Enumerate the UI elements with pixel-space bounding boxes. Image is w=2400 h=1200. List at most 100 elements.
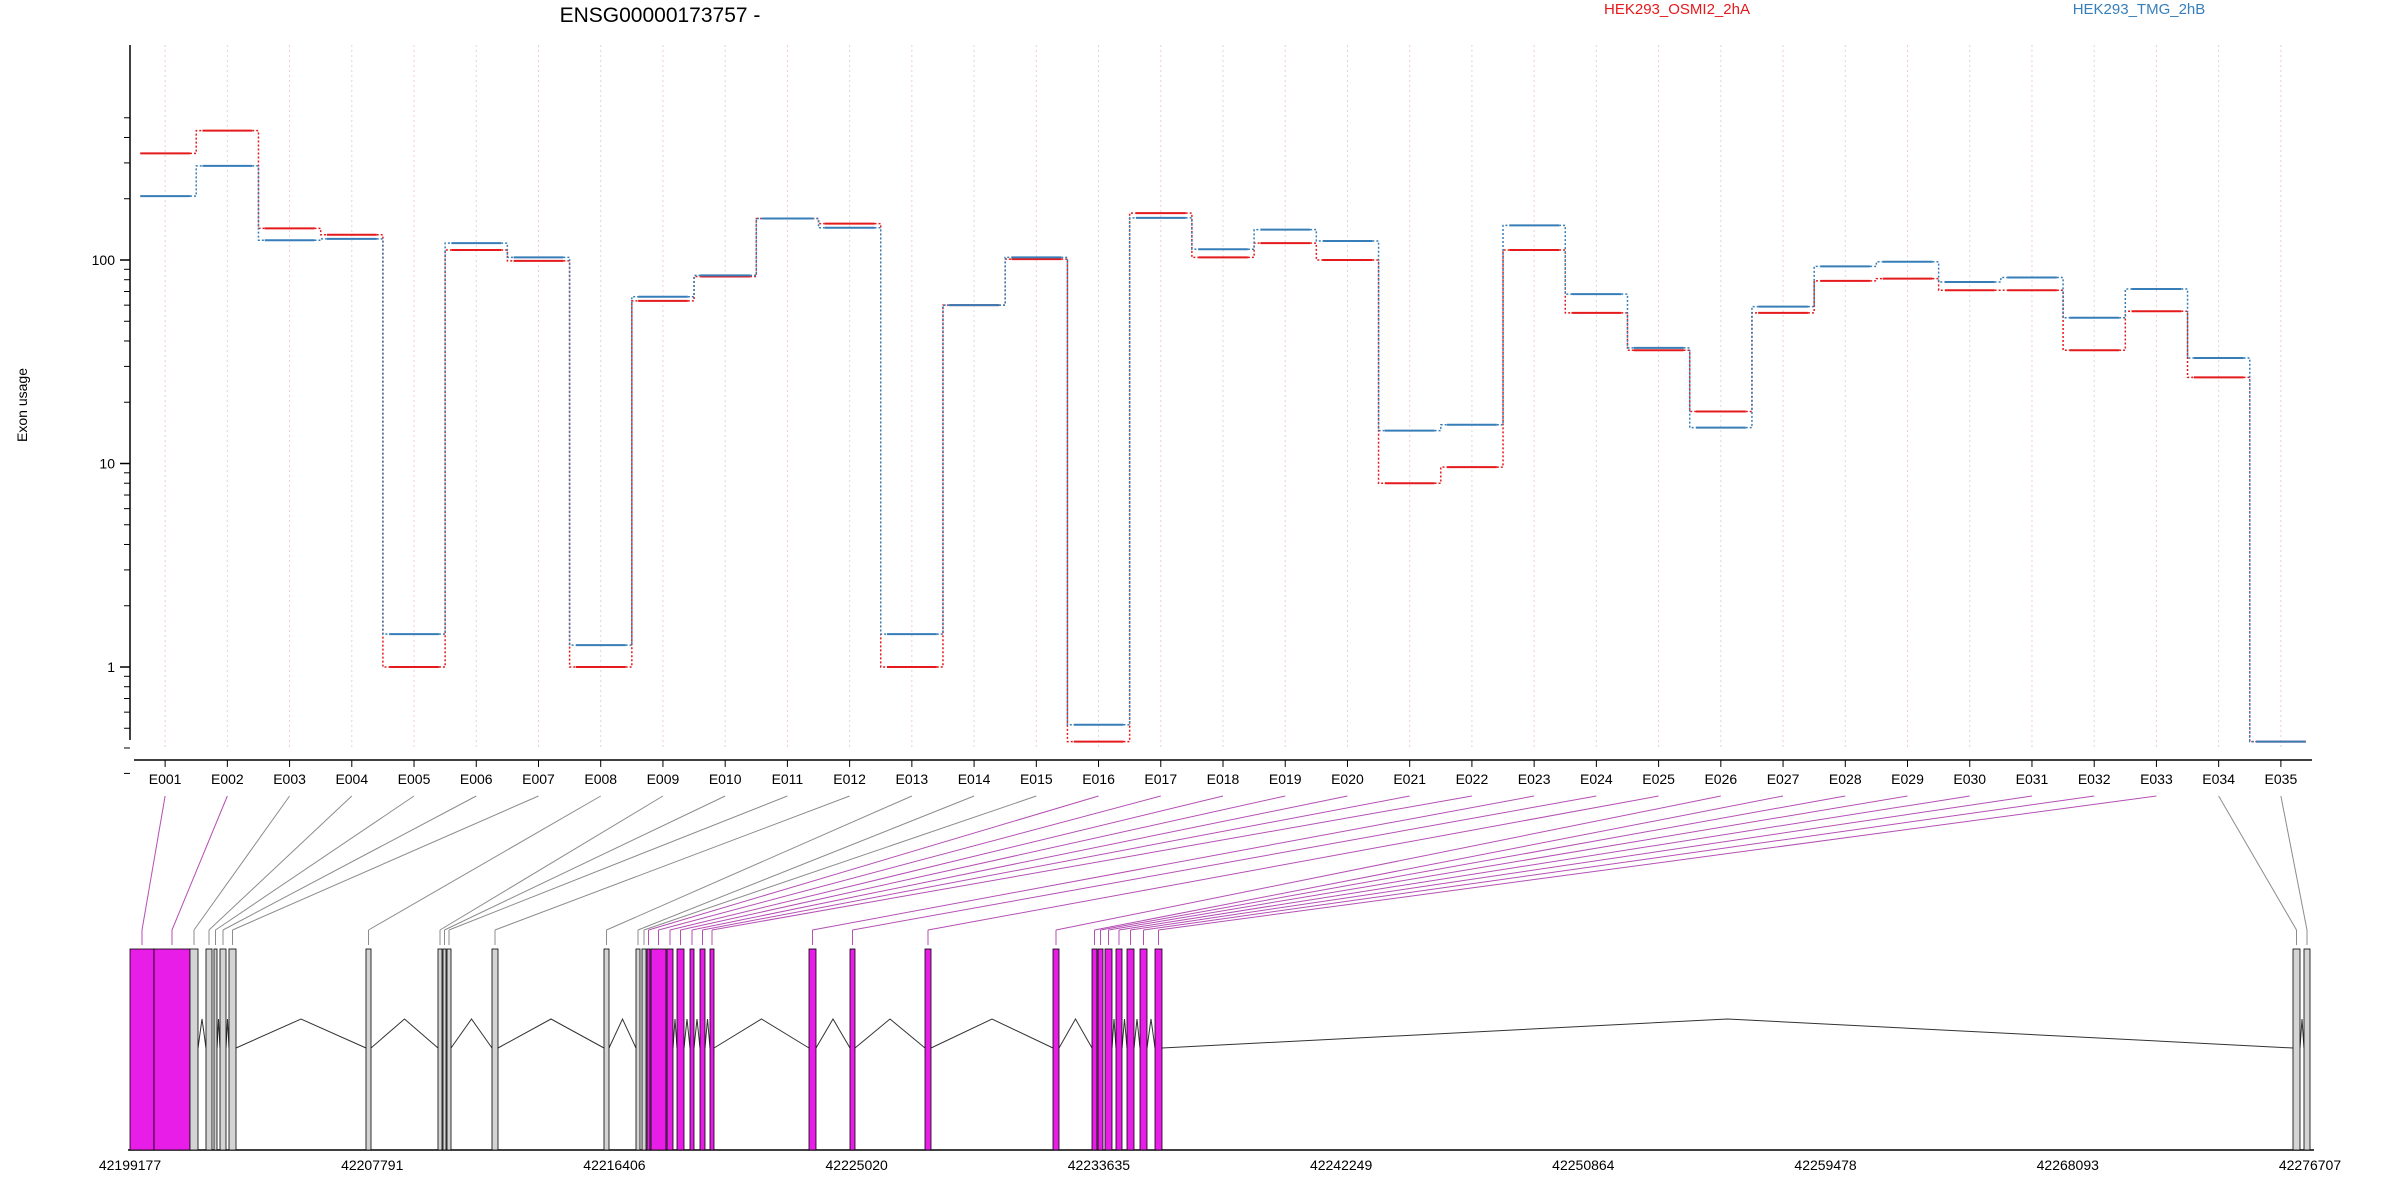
connector-segment <box>376 234 390 668</box>
genomic-coordinate-label: 42207791 <box>341 1157 404 1173</box>
connector-segment <box>1932 277 1945 292</box>
exon-box-E017 <box>650 948 667 1151</box>
connector-segment <box>1807 265 1821 308</box>
intron-line <box>608 1017 637 1049</box>
connector-segment <box>1372 240 1385 432</box>
exon-label-E030: E030 <box>1953 771 1986 787</box>
connector-segment <box>1310 228 1323 242</box>
exon-box-E032 <box>1139 948 1148 1151</box>
connector-segment <box>563 256 576 646</box>
exon-box-E010 <box>442 948 447 1151</box>
exon-box-E023 <box>808 948 817 1151</box>
intron-line <box>693 1018 701 1049</box>
exon-box-E004 <box>205 948 213 1151</box>
genomic-coordinate-label: 42225020 <box>826 1157 889 1173</box>
exon-box-E034 <box>2292 948 2301 1151</box>
exon-box-E006 <box>219 948 227 1151</box>
connector-segment <box>1185 212 1199 259</box>
intron-line <box>704 1018 711 1049</box>
intron-line <box>713 1018 810 1049</box>
connector-segment <box>2119 288 2132 319</box>
connector-segment <box>2056 276 2070 319</box>
exon-label-E016: E016 <box>1082 771 1115 787</box>
y-axis: 1 10 100 <box>92 45 131 774</box>
intron-line <box>1058 1017 1093 1049</box>
exon-connector <box>368 795 601 931</box>
exon-box-E005 <box>213 948 218 1151</box>
connector-segment <box>874 227 887 635</box>
exon-connector <box>637 795 975 931</box>
exon-box-E031 <box>1126 948 1135 1151</box>
connector-segment <box>1559 224 1572 295</box>
intron-line <box>1111 1018 1117 1049</box>
exon-box-E009 <box>437 948 443 1151</box>
connector-segment <box>2243 357 2256 743</box>
genomic-coordinate-label: 42276707 <box>2279 1157 2342 1173</box>
connector-segment <box>812 217 825 229</box>
connector-segment <box>687 274 701 298</box>
exon-connector <box>680 795 1286 931</box>
exon-label-E002: E002 <box>211 771 244 787</box>
exon-connector <box>711 795 1473 931</box>
connector-segment <box>1745 312 1759 413</box>
exon-box-E020 <box>689 948 695 1151</box>
exon-box-E018 <box>666 948 674 1151</box>
y-tick-label: 1 <box>107 659 115 675</box>
intron-line <box>225 1018 230 1049</box>
exon-label-E018: E018 <box>1207 771 1240 787</box>
exon-box-E033 <box>1154 948 1163 1151</box>
exon-label-E003: E003 <box>273 771 306 787</box>
connector-segment <box>1745 305 1759 429</box>
connector-segment <box>1932 261 1945 283</box>
exon-box-E002 <box>153 948 191 1151</box>
connector-segment <box>1870 261 1883 268</box>
exon-connector <box>691 795 1348 931</box>
exon-label-E035: E035 <box>2265 771 2298 787</box>
exon-connector <box>648 795 1099 931</box>
exon-box-E003 <box>189 948 199 1151</box>
exon-connector <box>658 795 1161 931</box>
exon-connector <box>222 795 477 931</box>
connector-segment <box>1247 228 1261 250</box>
exon-box-E026 <box>1052 948 1060 1151</box>
exon-label-E008: E008 <box>584 771 617 787</box>
connector-segment <box>1621 293 1634 349</box>
intron-line <box>854 1018 926 1049</box>
connector-segment <box>190 165 203 197</box>
connector-segment <box>874 222 887 668</box>
exon-connector <box>232 795 539 931</box>
gene-title: ENSG00000173757 - <box>560 4 761 27</box>
connector-segment <box>2181 288 2194 359</box>
connector-segment <box>687 275 701 302</box>
exon-label-E031: E031 <box>2016 771 2049 787</box>
exon-box-E013 <box>603 948 610 1151</box>
connector-segment <box>1496 224 1510 426</box>
connector-segment <box>314 238 327 242</box>
genomic-coordinate-label: 42216406 <box>583 1157 646 1173</box>
exon-connector <box>1108 795 1908 931</box>
connector-segment <box>1807 280 1821 314</box>
series-2 <box>140 164 2306 743</box>
connector-segment <box>376 238 390 635</box>
exon-box-E025 <box>924 948 932 1151</box>
intron-line <box>216 1018 221 1049</box>
exon-label-E034: E034 <box>2202 771 2235 787</box>
exon-connector <box>208 795 353 931</box>
exon-connector <box>1100 795 1846 931</box>
connector-segment <box>1123 212 1136 743</box>
genomic-coordinate-label: 42250864 <box>1552 1157 1615 1173</box>
exon-box-E008 <box>365 948 372 1151</box>
connector-segment <box>1185 217 1199 250</box>
intron-line <box>1121 1018 1128 1049</box>
exon-box-E014 <box>635 948 641 1151</box>
connector-segment <box>190 129 203 155</box>
exon-connector <box>1055 795 1721 931</box>
exon-connector-lines <box>141 795 2308 945</box>
intron-line <box>815 1018 851 1049</box>
exon-connector <box>927 795 1659 931</box>
exon-connector <box>702 795 1410 931</box>
genomic-coordinate-label: 42259478 <box>1794 1157 1857 1173</box>
intron-line <box>930 1018 1054 1049</box>
exon-label-E013: E013 <box>896 771 929 787</box>
